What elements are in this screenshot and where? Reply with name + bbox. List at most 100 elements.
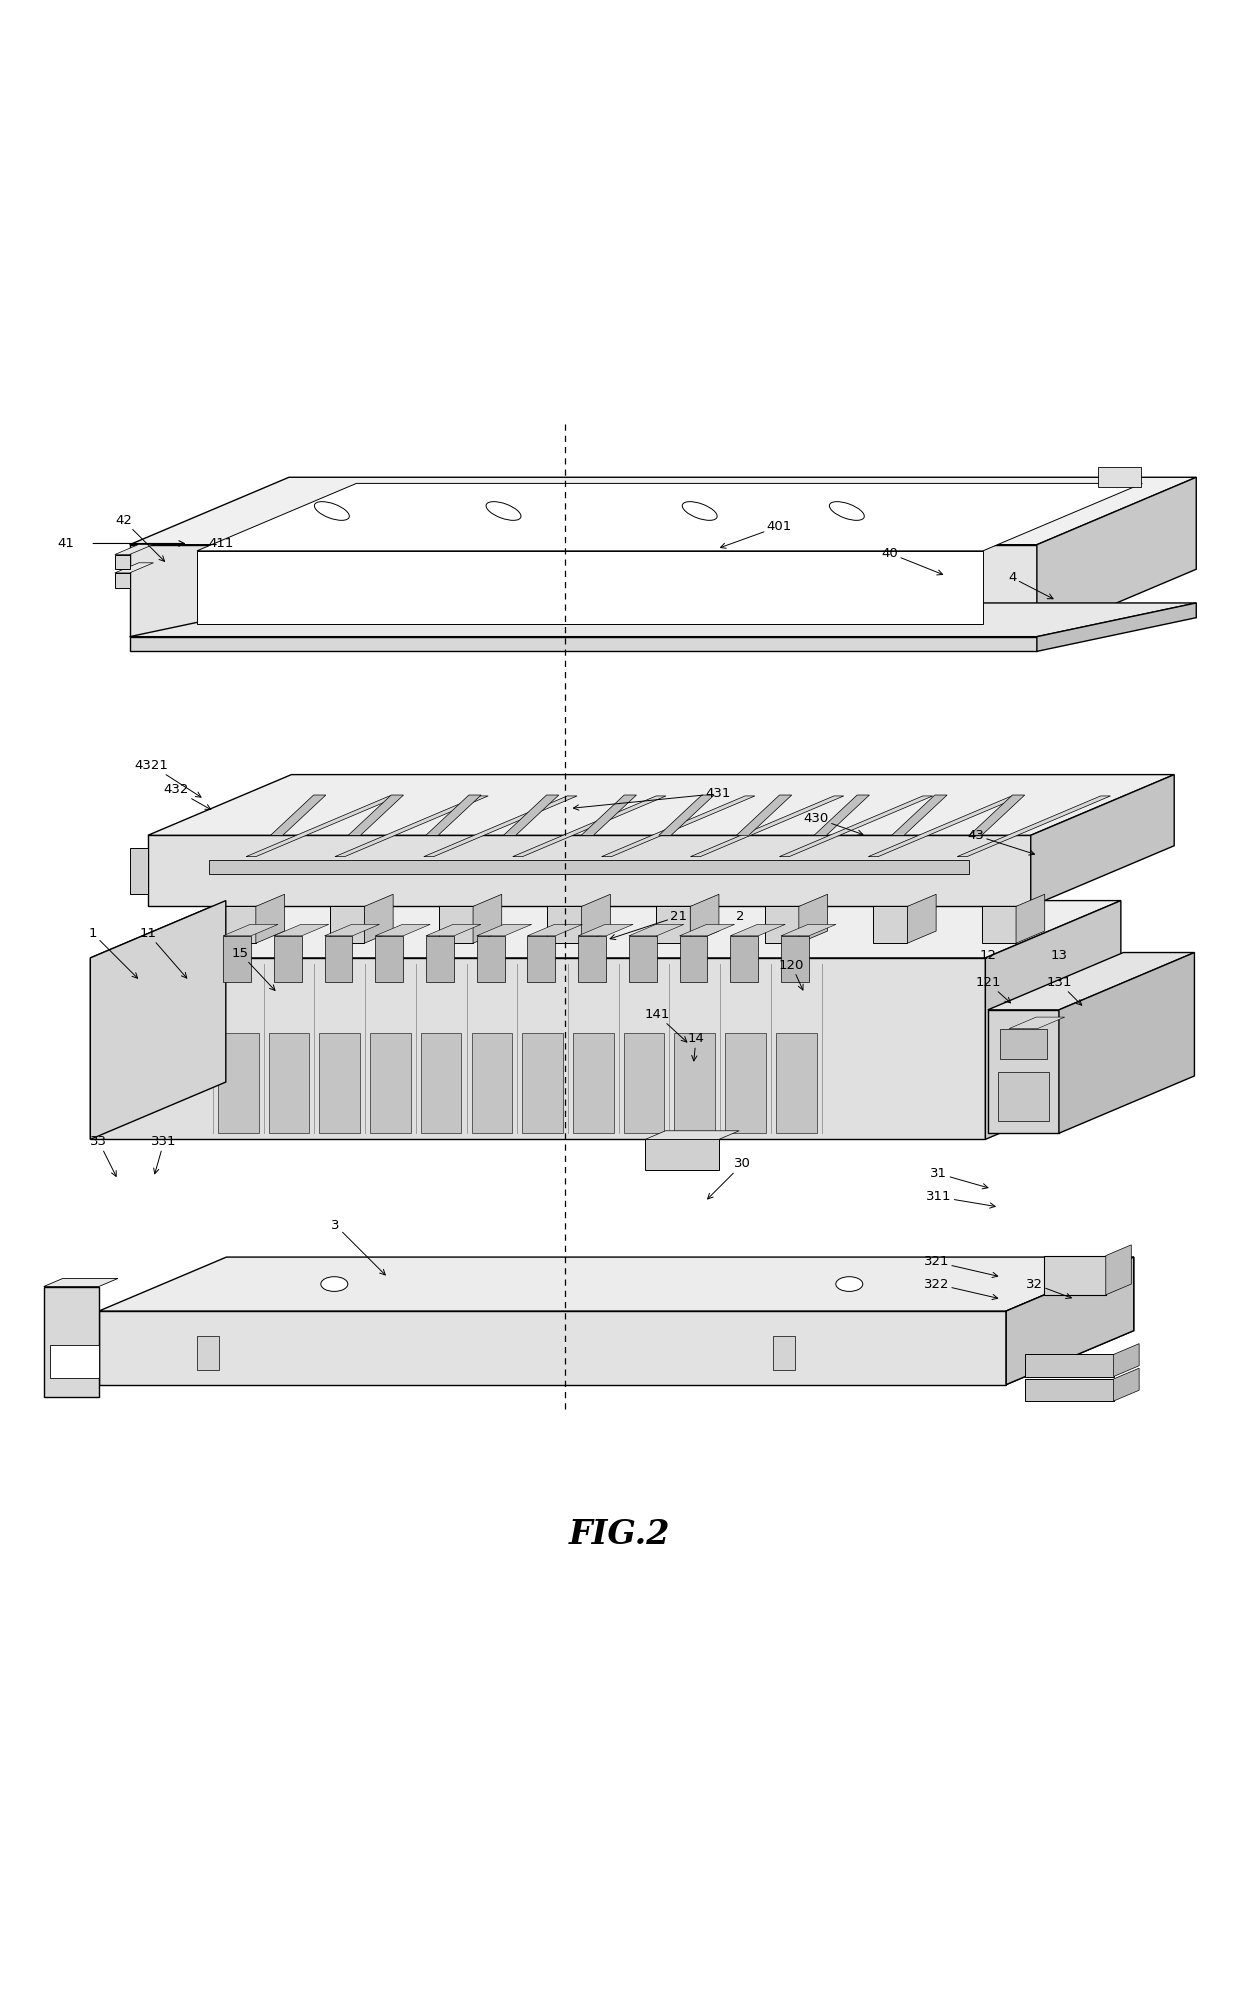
Polygon shape — [43, 1278, 118, 1286]
Polygon shape — [629, 936, 657, 982]
Polygon shape — [868, 796, 1022, 856]
Polygon shape — [737, 796, 792, 836]
Polygon shape — [365, 894, 393, 942]
Polygon shape — [197, 1336, 219, 1370]
Polygon shape — [547, 906, 582, 942]
Text: 30: 30 — [708, 1157, 751, 1199]
Polygon shape — [730, 936, 758, 982]
Polygon shape — [970, 796, 1024, 836]
Polygon shape — [471, 1033, 512, 1133]
Polygon shape — [691, 894, 719, 942]
Polygon shape — [982, 906, 1016, 942]
Polygon shape — [957, 796, 1111, 856]
Polygon shape — [320, 1033, 360, 1133]
Polygon shape — [218, 1033, 259, 1133]
Polygon shape — [129, 848, 148, 894]
Polygon shape — [503, 796, 559, 836]
Text: 11: 11 — [139, 926, 187, 978]
Polygon shape — [527, 924, 583, 936]
Ellipse shape — [836, 1276, 863, 1292]
Polygon shape — [330, 906, 365, 942]
Polygon shape — [1044, 1256, 1106, 1296]
Polygon shape — [427, 924, 481, 936]
Text: 2: 2 — [735, 910, 744, 922]
Text: 3: 3 — [331, 1219, 386, 1276]
Polygon shape — [1006, 1258, 1133, 1384]
Polygon shape — [269, 1033, 309, 1133]
Polygon shape — [148, 836, 1030, 906]
Polygon shape — [645, 1139, 719, 1169]
Polygon shape — [325, 924, 379, 936]
Text: 4: 4 — [1008, 571, 1053, 599]
Text: 431: 431 — [573, 788, 730, 810]
Polygon shape — [629, 924, 683, 936]
Polygon shape — [1114, 1368, 1140, 1400]
Polygon shape — [476, 924, 532, 936]
Text: 31: 31 — [930, 1167, 988, 1189]
Polygon shape — [274, 936, 301, 982]
Polygon shape — [425, 796, 481, 836]
Polygon shape — [472, 894, 502, 942]
Polygon shape — [439, 906, 472, 942]
Text: 13: 13 — [1050, 948, 1068, 962]
Polygon shape — [115, 544, 154, 554]
Polygon shape — [115, 573, 129, 587]
Polygon shape — [255, 894, 284, 942]
Polygon shape — [335, 796, 489, 856]
Polygon shape — [1006, 1258, 1133, 1384]
Polygon shape — [246, 796, 399, 856]
Polygon shape — [774, 1336, 795, 1370]
Text: 311: 311 — [926, 1191, 996, 1207]
Polygon shape — [43, 1286, 99, 1396]
Ellipse shape — [830, 502, 864, 520]
Polygon shape — [1016, 894, 1045, 942]
Polygon shape — [988, 1011, 1059, 1133]
Polygon shape — [99, 1312, 1006, 1384]
Polygon shape — [222, 906, 255, 942]
Polygon shape — [476, 936, 505, 982]
Polygon shape — [223, 936, 250, 982]
Polygon shape — [691, 796, 843, 856]
Polygon shape — [91, 958, 986, 1139]
Text: 42: 42 — [115, 514, 165, 561]
Polygon shape — [1009, 1017, 1065, 1029]
Polygon shape — [1106, 1246, 1131, 1296]
Polygon shape — [1037, 603, 1197, 651]
Polygon shape — [680, 924, 734, 936]
Polygon shape — [325, 936, 352, 982]
Polygon shape — [129, 544, 1037, 637]
Text: 432: 432 — [164, 784, 211, 810]
Text: 4321: 4321 — [135, 759, 201, 798]
Polygon shape — [427, 936, 454, 982]
Polygon shape — [675, 1033, 715, 1133]
Polygon shape — [129, 478, 1197, 544]
Polygon shape — [873, 906, 908, 942]
Polygon shape — [815, 796, 869, 836]
Polygon shape — [1099, 468, 1141, 486]
Polygon shape — [270, 796, 326, 836]
Polygon shape — [780, 796, 932, 856]
Text: 21: 21 — [610, 910, 687, 940]
Polygon shape — [115, 554, 129, 569]
Polygon shape — [91, 900, 226, 1139]
Text: 41: 41 — [57, 536, 74, 550]
Text: 121: 121 — [975, 976, 1011, 1002]
Polygon shape — [376, 936, 403, 982]
Text: 14: 14 — [688, 1033, 704, 1061]
Polygon shape — [348, 796, 403, 836]
Polygon shape — [91, 900, 1121, 958]
Polygon shape — [582, 894, 610, 942]
Polygon shape — [50, 1346, 99, 1378]
Text: 33: 33 — [91, 1135, 117, 1177]
Polygon shape — [1001, 1029, 1047, 1059]
Polygon shape — [986, 900, 1121, 1139]
Polygon shape — [578, 924, 634, 936]
Text: 43: 43 — [967, 830, 1034, 856]
Polygon shape — [129, 603, 1197, 637]
Text: 331: 331 — [151, 1135, 176, 1173]
Polygon shape — [908, 894, 936, 942]
Polygon shape — [1114, 1344, 1140, 1376]
Polygon shape — [730, 924, 785, 936]
Polygon shape — [582, 796, 636, 836]
Polygon shape — [274, 924, 329, 936]
